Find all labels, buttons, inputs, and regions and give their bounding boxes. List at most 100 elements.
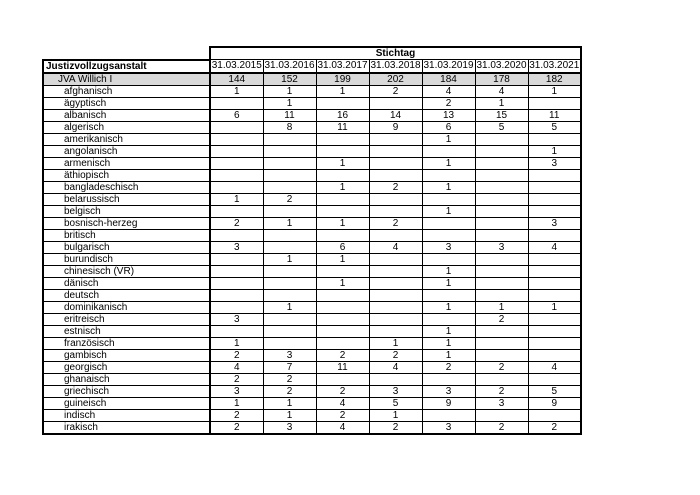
nationality-label: deutsch (42, 288, 211, 302)
count-cell (421, 144, 476, 158)
count-cell: 1 (209, 84, 264, 98)
count-cell (209, 324, 264, 338)
count-cell: 1 (421, 156, 476, 170)
table-row: algerisch 8 11 9 6 5 5 (42, 120, 582, 134)
count-cell (527, 288, 582, 302)
table-row: indisch 2 1 2 1 (42, 408, 582, 422)
count-cell (527, 96, 582, 110)
total-cell: 152 (262, 72, 317, 86)
count-cell: 3 (474, 240, 529, 254)
count-cell: 2 (209, 348, 264, 362)
count-cell: 3 (262, 420, 317, 435)
count-cell: 3 (209, 240, 264, 254)
count-cell: 2 (474, 384, 529, 398)
nationality-label: angolanisch (42, 144, 211, 158)
count-cell (474, 372, 529, 386)
count-cell: 5 (474, 120, 529, 134)
count-cell (527, 168, 582, 182)
count-cell (368, 312, 423, 326)
count-cell: 2 (368, 420, 423, 435)
table-row: armenisch 1 1 3 (42, 156, 582, 170)
count-cell: 1 (209, 336, 264, 350)
count-cell (315, 168, 370, 182)
count-cell: 2 (474, 312, 529, 326)
count-cell (315, 372, 370, 386)
count-cell (474, 156, 529, 170)
count-cell: 3 (262, 348, 317, 362)
count-cell: 2 (315, 348, 370, 362)
table-row: gambisch 2 3 2 2 1 (42, 348, 582, 362)
total-cell: 184 (421, 72, 476, 86)
nationality-label: griechisch (42, 384, 211, 398)
count-cell: 2 (209, 408, 264, 422)
count-cell: 4 (421, 84, 476, 98)
count-cell (262, 324, 317, 338)
count-cell: 1 (421, 264, 476, 278)
count-cell (262, 336, 317, 350)
date-column-header: 31.03.2017 (315, 59, 370, 74)
table-row: angolanisch 1 (42, 144, 582, 158)
nationality-label: burundisch (42, 252, 211, 266)
count-cell: 4 (368, 360, 423, 374)
count-cell (368, 264, 423, 278)
count-cell (262, 132, 317, 146)
count-cell: 2 (262, 384, 317, 398)
count-cell (474, 348, 529, 362)
count-cell (474, 180, 529, 194)
nationality-label: algerisch (42, 120, 211, 134)
table-row: französisch 1 1 1 (42, 336, 582, 350)
count-cell: 3 (209, 312, 264, 326)
count-cell (209, 276, 264, 290)
count-cell: 11 (315, 360, 370, 374)
total-cell: 182 (527, 72, 582, 86)
count-cell (262, 264, 317, 278)
count-cell: 2 (527, 420, 582, 435)
count-cell (368, 96, 423, 110)
count-cell (315, 192, 370, 206)
count-cell (474, 288, 529, 302)
count-cell: 2 (368, 348, 423, 362)
count-cell: 1 (315, 276, 370, 290)
count-cell (315, 204, 370, 218)
count-cell (368, 192, 423, 206)
nationality-label: dänisch (42, 276, 211, 290)
count-cell (209, 288, 264, 302)
count-cell (421, 312, 476, 326)
count-cell: 1 (262, 396, 317, 410)
count-cell: 3 (527, 216, 582, 230)
count-cell: 1 (315, 156, 370, 170)
total-cell: 202 (368, 72, 423, 86)
date-column-header: 31.03.2020 (474, 59, 529, 74)
count-cell (262, 204, 317, 218)
count-cell: 1 (527, 84, 582, 98)
count-cell: 1 (315, 180, 370, 194)
count-cell (262, 228, 317, 242)
count-cell (527, 312, 582, 326)
count-cell: 2 (474, 420, 529, 435)
count-cell: 3 (209, 384, 264, 398)
count-cell: 2 (315, 384, 370, 398)
nationality-label: georgisch (42, 360, 211, 374)
count-cell: 1 (262, 252, 317, 266)
nationality-table: Stichtag Justizvollzugsanstalt 31.03.201… (42, 46, 582, 435)
count-cell: 1 (527, 144, 582, 158)
count-cell: 2 (368, 84, 423, 98)
count-cell (368, 204, 423, 218)
count-cell (262, 240, 317, 254)
nationality-label: ägyptisch (42, 96, 211, 110)
count-cell (315, 324, 370, 338)
nationality-label: armenisch (42, 156, 211, 170)
count-cell (368, 372, 423, 386)
nationality-label: französisch (42, 336, 211, 350)
count-cell (527, 324, 582, 338)
nationality-label: guineisch (42, 396, 211, 410)
date-column-header: 31.03.2021 (527, 59, 582, 74)
table-row: belarussisch 1 2 (42, 192, 582, 206)
count-cell: 3 (421, 420, 476, 435)
count-cell (262, 144, 317, 158)
count-cell: 4 (315, 420, 370, 435)
group-header-row: Stichtag (43, 46, 582, 60)
count-cell (262, 288, 317, 302)
count-cell: 1 (315, 252, 370, 266)
count-cell: 1 (527, 300, 582, 314)
